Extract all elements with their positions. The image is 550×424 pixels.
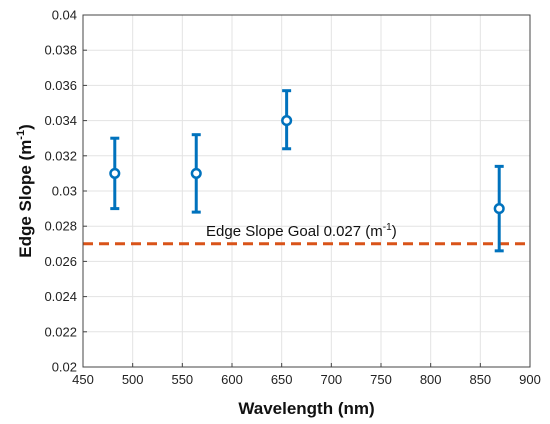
x-tick-label: 500	[122, 372, 144, 387]
x-tick-label: 750	[370, 372, 392, 387]
y-axis-label: Edge Slope (m-1)	[15, 124, 35, 258]
y-tick-label: 0.02	[52, 360, 77, 375]
axis-ticks: 450 500 550 600 650 700 750 800 850 900 0.02 0.022 0…	[44, 8, 540, 388]
x-tick-label: 850	[469, 372, 491, 387]
x-tick-label: 550	[171, 372, 193, 387]
y-tick-label: 0.034	[44, 113, 77, 128]
y-tick-label: 0.036	[44, 78, 77, 93]
y-tick-label: 0.028	[44, 219, 77, 234]
y-tick-label: 0.04	[52, 8, 77, 23]
y-tick-label: 0.032	[44, 148, 77, 163]
data-point	[281, 115, 293, 127]
data-point	[493, 203, 505, 215]
x-axis-label: Wavelength (nm)	[238, 399, 374, 418]
x-tick-label: 600	[221, 372, 243, 387]
data-series	[109, 89, 505, 253]
y-tick-label: 0.026	[44, 254, 77, 269]
y-tick-label: 0.022	[44, 324, 77, 339]
reference-line-label: Edge Slope Goal 0.027 (m-1)	[206, 222, 397, 240]
x-tick-label: 700	[320, 372, 342, 387]
y-tick-label: 0.038	[44, 43, 77, 58]
x-tick-label: 900	[519, 372, 541, 387]
x-tick-label: 800	[420, 372, 442, 387]
y-tick-label: 0.03	[52, 184, 77, 199]
x-tick-label: 650	[271, 372, 293, 387]
grid	[82, 14, 531, 368]
data-point	[190, 167, 202, 179]
x-tick-label: 450	[72, 372, 94, 387]
data-point	[109, 167, 121, 179]
y-tick-label: 0.024	[44, 289, 77, 304]
